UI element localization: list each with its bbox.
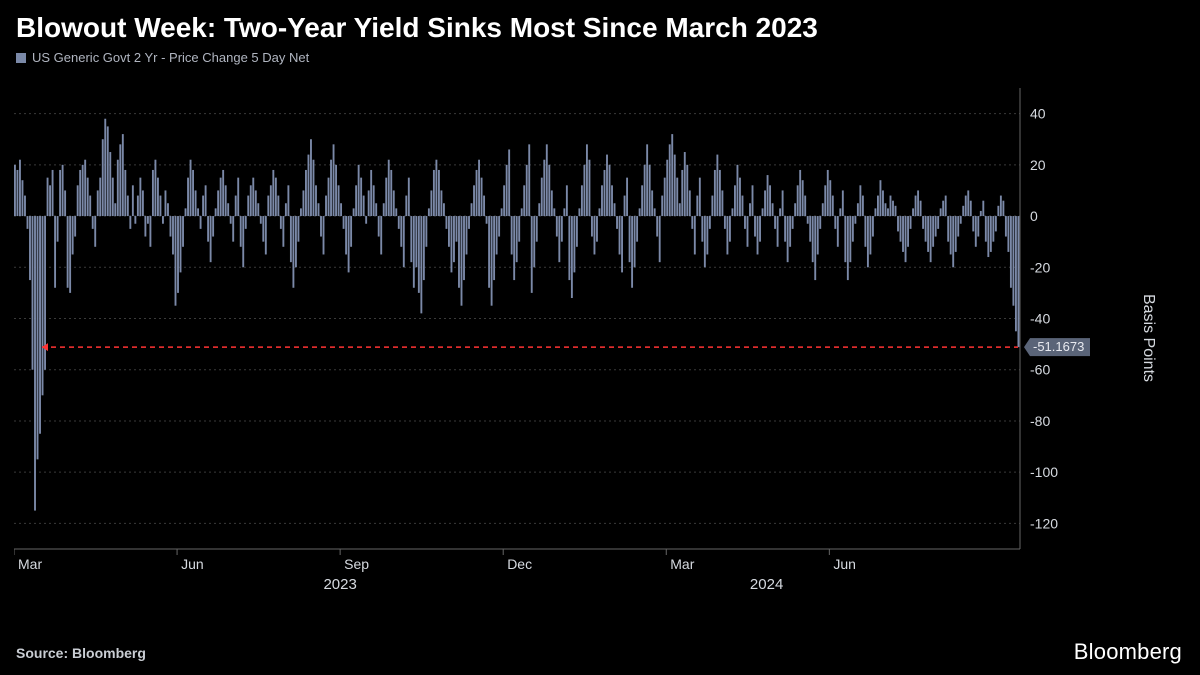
chart-area: 40 20 0 -20 -40 -60 -80 -100 -120 -51.1673 Mar Jun S… <box>14 88 1090 595</box>
svg-text:Jun: Jun <box>181 556 204 572</box>
svg-text:-51.1673: -51.1673 <box>1033 339 1084 354</box>
svg-text:-100: -100 <box>1030 464 1058 480</box>
svg-text:2024: 2024 <box>750 576 783 593</box>
svg-text:-20: -20 <box>1030 259 1050 275</box>
svg-text:-60: -60 <box>1030 362 1050 378</box>
svg-text:Dec: Dec <box>507 556 532 572</box>
svg-text:Mar: Mar <box>670 556 694 572</box>
svg-text:Mar: Mar <box>18 556 42 572</box>
y-axis-label: Basis Points <box>1139 293 1157 381</box>
legend: US Generic Govt 2 Yr - Price Change 5 Da… <box>0 48 1200 73</box>
svg-text:-40: -40 <box>1030 311 1050 327</box>
source-text: Source: Bloomberg <box>16 645 146 661</box>
chart-title: Blowout Week: Two-Year Yield Sinks Most … <box>0 0 1200 48</box>
svg-text:20: 20 <box>1030 157 1046 173</box>
brand-logo: Bloomberg <box>1074 639 1182 665</box>
legend-swatch <box>16 53 26 63</box>
svg-text:Jun: Jun <box>833 556 856 572</box>
svg-text:Sep: Sep <box>344 556 369 572</box>
svg-text:-120: -120 <box>1030 515 1058 531</box>
svg-text:-80: -80 <box>1030 413 1050 429</box>
legend-label: US Generic Govt 2 Yr - Price Change 5 Da… <box>32 50 309 65</box>
svg-text:2023: 2023 <box>323 576 356 593</box>
svg-text:0: 0 <box>1030 208 1038 224</box>
svg-text:40: 40 <box>1030 106 1046 122</box>
